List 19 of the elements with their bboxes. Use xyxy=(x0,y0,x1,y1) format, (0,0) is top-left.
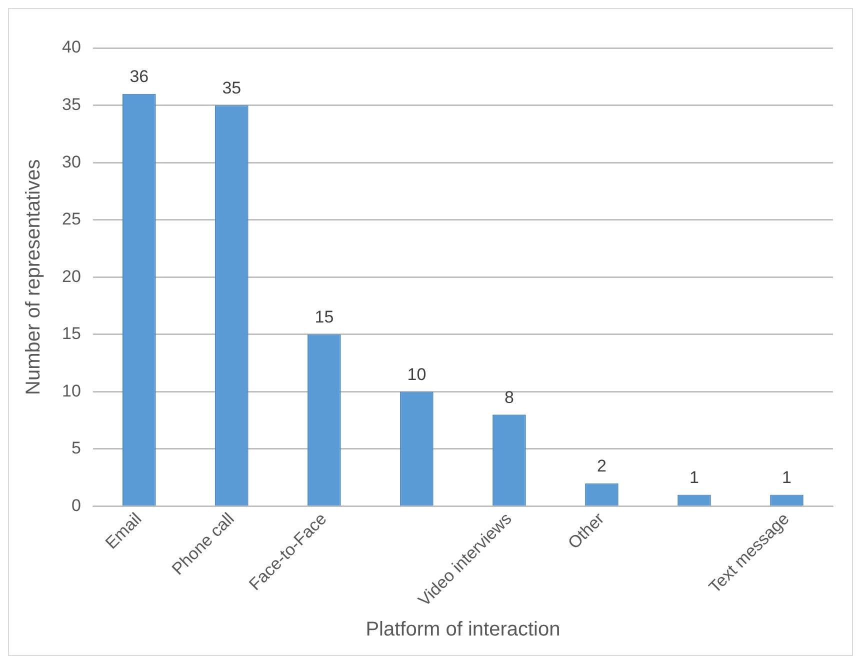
y-tick-label: 30 xyxy=(62,152,81,172)
data-label: 1 xyxy=(782,468,792,487)
data-label: 36 xyxy=(130,67,149,86)
y-axis-title: Number of representatives xyxy=(22,159,45,395)
data-label: 2 xyxy=(596,456,606,476)
y-tick-label: 20 xyxy=(62,266,81,286)
data-label: 8 xyxy=(504,388,514,407)
y-tick-label: 40 xyxy=(62,38,81,57)
y-tick-label: 5 xyxy=(71,438,81,458)
x-axis-title: Platform of interaction xyxy=(366,618,560,641)
y-tick-label: 35 xyxy=(62,94,81,114)
data-label: 10 xyxy=(407,364,426,384)
y-tick-label: 0 xyxy=(71,496,81,515)
data-label: 15 xyxy=(314,308,334,327)
data-label: 1 xyxy=(690,468,699,487)
y-tick-label: 10 xyxy=(62,381,81,400)
y-tick-label: 15 xyxy=(62,324,81,344)
data-label: 35 xyxy=(222,78,242,98)
y-tick-label: 25 xyxy=(62,210,81,229)
